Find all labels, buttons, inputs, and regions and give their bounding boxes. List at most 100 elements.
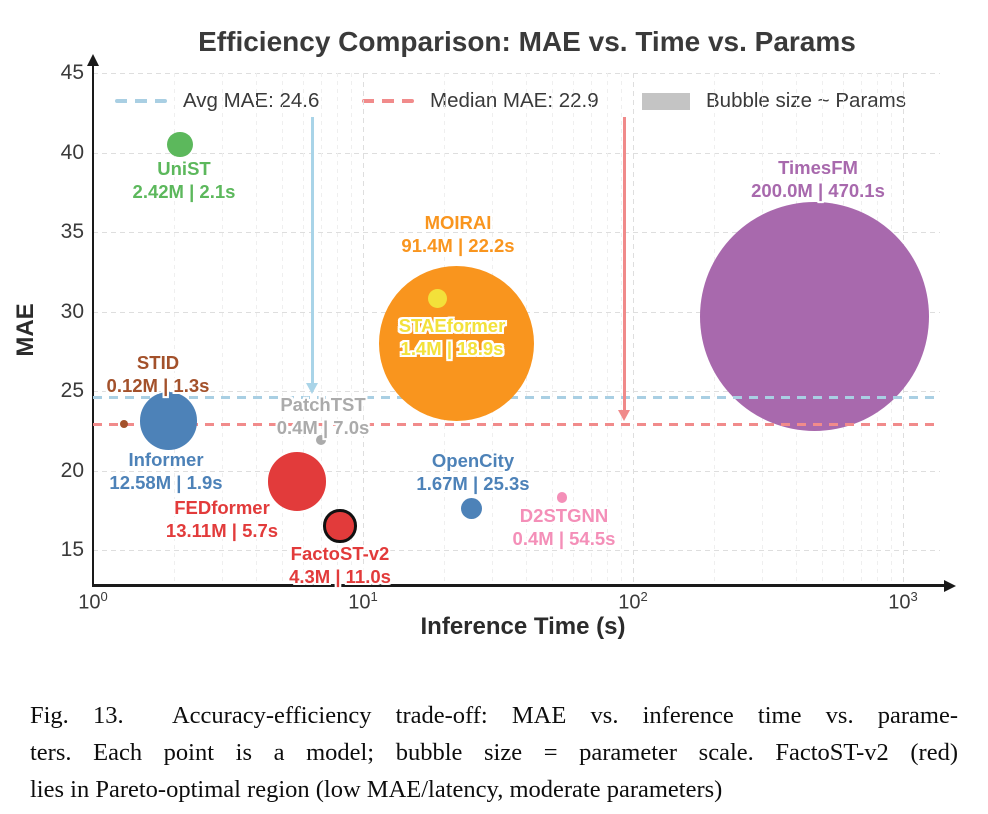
- y-axis-line: [92, 62, 94, 585]
- bubble-label-d2stgnn: D2STGNN 0.4M | 54.5s: [513, 505, 616, 550]
- gridline-vertical-minor: [281, 73, 283, 585]
- bubble-label-name: PatchTST: [280, 394, 366, 415]
- bubble-factost-v2: [322, 509, 357, 543]
- bubble-label-params-time: 0.4M | 7.0s: [276, 416, 370, 438]
- y-axis-arrowhead-icon: [87, 54, 99, 66]
- y-tick-label-30: 30: [60, 299, 84, 323]
- bubble-label-params-time: 4.3M | 11.0s: [289, 565, 391, 587]
- arrow-to-avg-line: [310, 117, 314, 385]
- bubble-opencity: [461, 498, 483, 520]
- gridline-horizontal: [93, 152, 940, 154]
- legend-label-avg-mae: Avg MAE: 24.6: [183, 89, 320, 112]
- caption-line: Fig. 13. Accuracy-efficiency trade-off: …: [30, 702, 958, 729]
- legend-item-median-mae: Median MAE: 22.9: [362, 88, 599, 114]
- legend-item-bubble-size: Bubble size ~ Params: [642, 88, 906, 114]
- gridline-vertical-minor: [551, 73, 553, 585]
- bubble-label-params-time: 1.67M | 25.3s: [416, 472, 530, 494]
- y-tick-label-25: 25: [60, 379, 84, 402]
- gridline-vertical-minor: [573, 73, 575, 585]
- gridline-vertical-minor: [591, 73, 593, 585]
- bubble-unist: [167, 131, 193, 158]
- legend-label-bubble-size: Bubble size ~ Params: [706, 89, 906, 112]
- bubble-label-params-time: 200.0M | 470.1s: [751, 179, 885, 201]
- arrow-to-median-line-head: [618, 410, 631, 422]
- chart-title: Efficiency Comparison: MAE vs. Time vs. …: [198, 26, 856, 57]
- bubble-fedformer: [267, 452, 327, 511]
- x-tick-label-10e0: 100: [78, 589, 108, 614]
- bubble-label-name: STID: [136, 352, 180, 373]
- arrow-to-avg-line-head: [306, 383, 319, 395]
- bubble-label-patchtst: PatchTST 0.4M | 7.0s: [277, 394, 370, 439]
- y-tick-label-40: 40: [60, 140, 84, 164]
- bubble-label-name: TimesFM: [778, 157, 858, 178]
- bubble-d2stgnn: [556, 492, 567, 503]
- y-tick-label-15: 15: [60, 538, 84, 561]
- y-tick-label-20: 20: [60, 458, 84, 482]
- bubble-label-informer: Informer 12.58M | 1.9s: [109, 449, 222, 494]
- reference-line-avg-mae: [93, 396, 940, 400]
- y-tick-label-45: 45: [60, 61, 84, 84]
- gridline-vertical-major: [363, 73, 364, 585]
- arrow-to-median-line: [622, 117, 626, 412]
- gridline-vertical-minor: [606, 73, 608, 585]
- bubble-label-name: STAEformer: [398, 315, 506, 336]
- bubble-label-stid: STID 0.12M | 1.3s: [107, 352, 210, 397]
- y-tick-label-35: 35: [60, 220, 84, 243]
- bubble-label-name: Informer: [128, 449, 204, 470]
- bubble-label-name: MOIRAI: [424, 212, 492, 233]
- bubble-label-unist: UniST 2.42M | 2.1s: [133, 158, 236, 203]
- bubble-informer: [139, 392, 197, 450]
- bubble-label-name: D2STGNN: [519, 505, 609, 526]
- gridline-vertical-minor: [255, 73, 257, 585]
- gridline-vertical-minor: [620, 73, 622, 585]
- bubble-label-name: FactoST-v2: [290, 543, 390, 564]
- gridline-vertical-minor: [321, 73, 323, 585]
- bubble-label-fedformer: FEDformer 13.11M | 5.7s: [166, 497, 278, 542]
- bubble-label-params-time: 2.42M | 2.1s: [132, 180, 236, 202]
- gridline-vertical-minor: [350, 73, 352, 585]
- bubble-label-name: OpenCity: [431, 450, 515, 471]
- legend-item-avg-mae: Avg MAE: 24.6: [115, 88, 319, 114]
- gridline-vertical-minor: [221, 73, 223, 585]
- gridline-vertical-minor: [336, 73, 338, 585]
- gridline-vertical-major: [633, 73, 634, 585]
- x-tick-label-10e2: 102: [618, 589, 648, 614]
- bubble-label-moirai: MOIRAI 91.4M | 22.2s: [401, 212, 514, 257]
- bubble-label-params-time: 1.4M | 18.9s: [400, 337, 504, 359]
- avg-mae-dashed-line-swatch: [115, 99, 167, 103]
- bubble-timesfm: [699, 201, 930, 431]
- bubble-label-opencity: OpenCity 1.67M | 25.3s: [416, 450, 529, 495]
- bubble-label-params-time: 91.4M | 22.2s: [401, 234, 515, 256]
- bubble-label-name: FEDformer: [174, 497, 270, 518]
- bubble-label-params-time: 12.58M | 1.9s: [109, 471, 223, 493]
- bubble-label-name: UniST: [157, 158, 211, 179]
- bubble-label-params-time: 13.11M | 5.7s: [165, 519, 279, 541]
- gridline-horizontal: [93, 550, 940, 551]
- caption-line: ters. Each point is a model; bubble size…: [30, 739, 958, 766]
- legend-label-median-mae: Median MAE: 22.9: [430, 89, 599, 112]
- bubble-stid: [119, 420, 128, 429]
- x-axis-label: Inference Time (s): [420, 613, 626, 640]
- median-mae-dashed-line-swatch: [362, 99, 414, 103]
- bubble-label-timesfm: TimesFM 200.0M | 470.1s: [751, 157, 885, 202]
- caption-line: lies in Pareto-optimal region (low MAE/l…: [30, 776, 723, 803]
- bubble-label-staeformer: STAEformer 1.4M | 18.9s: [399, 315, 506, 360]
- x-axis-line: [92, 584, 946, 587]
- bubble-moirai: [379, 265, 534, 421]
- bubble-staeformer: [428, 289, 448, 309]
- x-tick-label-10e3: 103: [888, 589, 918, 614]
- x-axis-arrowhead-icon: [944, 579, 956, 592]
- figure-caption: Fig. 13. Accuracy-efficiency trade-off: …: [30, 697, 958, 808]
- gridline-horizontal: [93, 470, 940, 472]
- gridline-horizontal: [93, 73, 940, 74]
- bubble-size-box-swatch: [642, 92, 690, 110]
- bubble-label-factost-v2: FactoST-v2 4.3M | 11.0s: [289, 543, 391, 588]
- reference-line-median-mae: [93, 423, 940, 427]
- bubble-label-params-time: 0.4M | 54.5s: [512, 527, 616, 549]
- gridline-vertical-minor: [174, 73, 176, 585]
- x-tick-label-10e1: 101: [348, 589, 378, 614]
- gridline-vertical-minor: [303, 73, 305, 585]
- bubble-label-params-time: 0.12M | 1.3s: [106, 374, 210, 396]
